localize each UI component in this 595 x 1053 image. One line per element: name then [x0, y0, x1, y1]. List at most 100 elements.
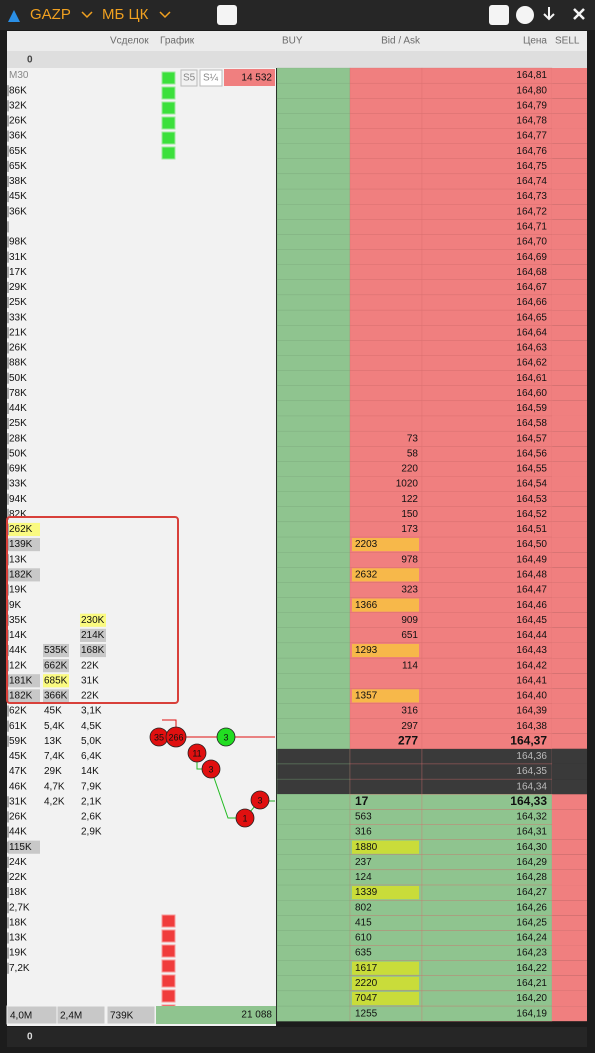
buy-cell: [276, 567, 351, 583]
price: 164,70: [516, 237, 547, 248]
sell-cell: [552, 733, 587, 749]
trade-marker: [216, 727, 236, 747]
order-size: 1880: [355, 842, 378, 853]
label-box: [180, 69, 198, 87]
sell-cell: [552, 915, 587, 931]
sell-cell: [552, 809, 587, 825]
profile-tick: [7, 796, 9, 808]
size-cell: [349, 309, 423, 326]
size-cell: [349, 279, 423, 296]
price: 164,72: [516, 206, 547, 217]
sell-cell: [552, 204, 587, 220]
volume: 62K: [9, 706, 27, 717]
sell-cell: [552, 325, 587, 341]
symbol-dropdown[interactable]: [81, 11, 93, 19]
volume: 2,7K: [9, 902, 30, 913]
red-block: [161, 914, 176, 928]
profile-tick: [7, 266, 9, 278]
volume: 13K: [9, 554, 27, 565]
price: 164,59: [516, 403, 547, 414]
price: 164,44: [516, 630, 547, 641]
total-bg: [56, 1005, 106, 1025]
price: 164,29: [516, 857, 547, 868]
volume: 139K: [9, 539, 33, 550]
volume: 78K: [9, 388, 27, 399]
symbol[interactable]: GAZP: [30, 6, 71, 23]
price: 164,34: [516, 781, 547, 792]
buy-cell: [276, 219, 351, 235]
buy-cell: [276, 642, 351, 659]
profile-tick: [7, 281, 9, 293]
profile-tick: [7, 917, 9, 929]
price: 164,38: [516, 721, 547, 732]
buy-cell: [276, 884, 351, 901]
price: 164,25: [516, 917, 547, 928]
size-cell: [349, 385, 423, 402]
bottom-value-bg: [156, 1006, 276, 1024]
size-highlight: [352, 643, 419, 658]
volume-highlight: [8, 840, 40, 854]
price: 164,36: [516, 751, 547, 762]
exchange[interactable]: МБ ЦК: [102, 6, 149, 23]
sell-cell: [552, 1006, 587, 1022]
column-header: BUY: [282, 36, 303, 47]
collapse-button[interactable]: [489, 5, 509, 25]
selection-box: [6, 516, 179, 704]
order-size: 563: [355, 812, 372, 823]
order-size: 1293: [355, 645, 378, 656]
trade-marker-label: 11: [192, 748, 201, 758]
order-size: 17: [355, 794, 369, 808]
volume-highlight: [80, 643, 106, 658]
price: 164,35: [516, 766, 547, 777]
trade-marker-label: 1: [242, 813, 247, 823]
sell-cell: [552, 446, 587, 462]
volume-highlight: [80, 613, 106, 627]
size-highlight: [352, 976, 419, 990]
close-button[interactable]: [573, 8, 585, 20]
column-header: Vсделок: [110, 36, 149, 47]
sell-cell: [552, 627, 587, 643]
download-button[interactable]: [543, 7, 555, 21]
size-cell: [349, 355, 423, 371]
order-size: 2203: [355, 539, 378, 550]
volume: 35K: [9, 615, 27, 626]
volume: 182K: [9, 569, 33, 580]
sell-cell: [552, 642, 587, 659]
volume: 21K: [9, 327, 27, 338]
chart-area: [7, 68, 276, 1026]
size-cell: [349, 234, 423, 250]
size-cell: [349, 158, 423, 175]
sell-cell: [552, 173, 587, 190]
profile-tick: [7, 841, 9, 853]
money-button[interactable]: [516, 6, 534, 24]
buy-cell: [276, 430, 351, 447]
sell-cell: [552, 900, 587, 916]
volume-highlight: [43, 643, 69, 658]
size-highlight: [352, 568, 419, 582]
order-size: 297: [401, 721, 418, 732]
volume: 36K: [9, 131, 27, 142]
buy-cell: [276, 809, 351, 825]
volume: 38K: [9, 176, 27, 187]
price: 164,64: [516, 327, 547, 338]
price: 164,57: [516, 433, 547, 444]
size-cell: [349, 219, 423, 235]
volume: 25K: [9, 297, 27, 308]
profile-tick: [7, 160, 9, 172]
buy-cell: [276, 67, 351, 84]
sell-cell: [552, 612, 587, 628]
order-size: 2220: [355, 978, 378, 989]
price: 164,79: [516, 100, 547, 111]
top-value: 14 532: [241, 73, 272, 84]
price: 164,69: [516, 252, 547, 263]
center-button[interactable]: [217, 5, 237, 25]
price: 164,47: [516, 585, 547, 596]
buy-cell: [276, 673, 351, 689]
volume: 7,2K: [9, 963, 30, 974]
green-block: [161, 131, 176, 145]
price: 164,73: [516, 191, 547, 202]
size-cell: [349, 113, 423, 129]
volume: 59K: [9, 736, 27, 747]
size-cell: [349, 264, 423, 280]
exchange-dropdown[interactable]: [159, 11, 171, 19]
